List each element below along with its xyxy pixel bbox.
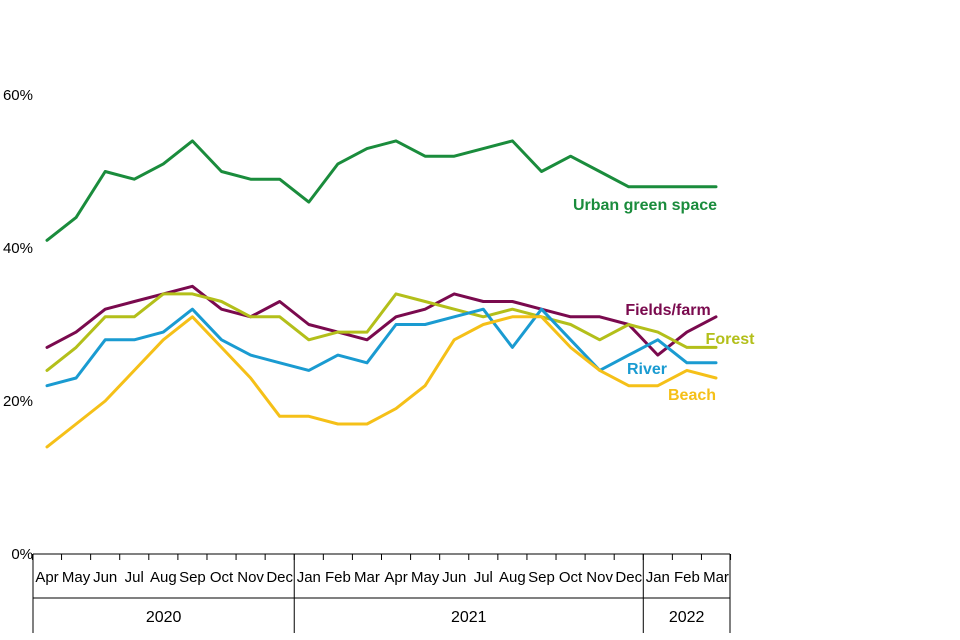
y-tick-label: 60%: [3, 87, 33, 104]
series-line-fields-farm: [45, 284, 718, 357]
x-tick-label: Oct: [210, 569, 234, 586]
x-tick-label: Nov: [586, 569, 613, 586]
x-tick-label: Sep: [528, 569, 555, 586]
x-tick-label: Feb: [325, 569, 351, 586]
x-tick-label: Feb: [674, 569, 700, 586]
series-label-fields-farm: Fields/farm: [625, 302, 710, 319]
series-line-river: [45, 307, 718, 388]
x-tick-label: May: [62, 569, 91, 586]
x-tick-label: May: [411, 569, 440, 586]
series-labels: Urban green space Fields/farm Forest RiverB…: [573, 197, 755, 404]
series-line-beach: [45, 315, 718, 449]
x-tick-label: Mar: [354, 569, 380, 586]
series-label-forest: Forest: [706, 331, 756, 348]
x-axis: Apr May Jun Jul Aug Sep Oct Nov Dec Jan Feb Mar Apr M…: [31, 553, 732, 633]
year-label: 2020: [146, 609, 182, 626]
x-tick-label: Apr: [384, 569, 407, 586]
series-line-forest: [45, 292, 718, 372]
y-tick-label: 40%: [3, 240, 33, 257]
x-tick-label: Apr: [35, 569, 58, 586]
x-tick-label: Jul: [125, 569, 144, 586]
x-tick-label: Jan: [297, 569, 321, 586]
series-lines: [45, 139, 718, 449]
year-label: 2021: [451, 609, 487, 626]
y-tick-label: 0%: [11, 546, 33, 563]
series-label-river: River: [627, 361, 667, 378]
series-label-beach: Beach: [668, 387, 716, 404]
x-tick-label: Jun: [442, 569, 466, 586]
year-label: 2022: [669, 609, 705, 626]
x-tick-label: Jan: [646, 569, 670, 586]
x-tick-label: Jun: [93, 569, 117, 586]
x-tick-label: Sep: [179, 569, 206, 586]
x-tick-label: Mar: [703, 569, 729, 586]
x-tick-label: Jul: [474, 569, 493, 586]
x-tick-label: Aug: [499, 569, 526, 586]
x-tick-label: Nov: [237, 569, 264, 586]
x-tick-label: Aug: [150, 569, 177, 586]
series-label-urban-green-space: Urban green space: [573, 197, 717, 214]
x-tick-label: Oct: [559, 569, 583, 586]
x-tick-label: Dec: [266, 569, 293, 586]
series-line-urban-green-space: [45, 139, 718, 242]
y-axis-ticks: 0% 20% 40% 60%: [3, 87, 33, 563]
y-tick-label: 20%: [3, 393, 33, 410]
x-tick-label: Dec: [615, 569, 642, 586]
